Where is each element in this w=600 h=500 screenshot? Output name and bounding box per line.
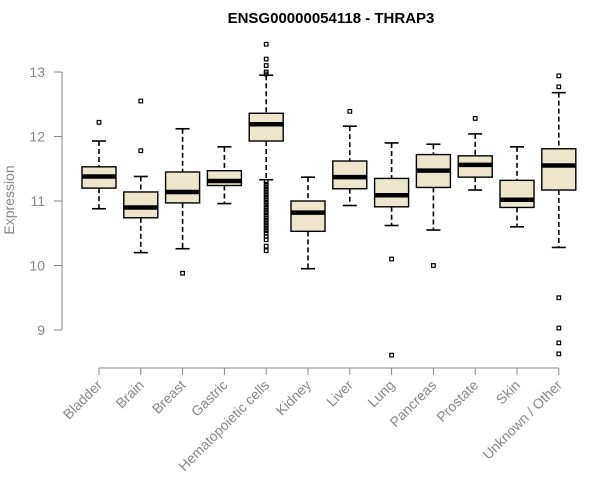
iqr-box <box>248 112 284 142</box>
box-group <box>164 127 201 276</box>
outlier-point <box>263 223 269 228</box>
x-tick-label: Kidney <box>273 377 315 419</box>
box-group <box>373 142 410 358</box>
boxes <box>81 41 577 358</box>
x-tick-label: Brain <box>112 377 146 411</box>
outlier-point <box>263 217 269 223</box>
outlier-point <box>263 205 269 210</box>
box-group <box>248 41 284 254</box>
y-tick-label: 10 <box>29 258 45 274</box>
box-group <box>206 146 243 205</box>
box-group <box>81 119 117 210</box>
outlier-point <box>263 181 269 187</box>
outlier-point <box>263 184 269 190</box>
outlier-point <box>263 228 269 234</box>
box-group <box>541 73 577 357</box>
outlier-point <box>263 220 269 226</box>
outlier-point <box>556 351 562 357</box>
x-tick-label: Lung <box>364 377 397 410</box>
box-group <box>457 116 493 191</box>
box-group <box>290 176 326 270</box>
outlier-point <box>263 194 269 200</box>
outlier-point <box>389 256 394 262</box>
box-group <box>415 143 452 268</box>
chart-title: ENSG00000054118 - THRAP3 <box>228 10 435 27</box>
y-tick-label: 12 <box>29 129 45 145</box>
box-group <box>123 98 159 254</box>
outlier-point <box>263 199 269 205</box>
outlier-point <box>263 41 269 47</box>
iqr-box <box>123 191 159 219</box>
box-group <box>332 108 368 207</box>
outlier-point <box>556 73 562 79</box>
outlier-point <box>263 197 269 203</box>
x-tick-label: Liver <box>323 377 356 410</box>
y-tick-label: 9 <box>37 322 45 338</box>
x-tick-label: Prostate <box>433 377 481 425</box>
outlier-point <box>556 340 562 346</box>
outlier-point <box>556 295 562 301</box>
iqr-box <box>164 171 201 204</box>
outlier-point <box>347 108 353 114</box>
y-tick-label: 13 <box>29 64 45 80</box>
iqr-box <box>290 200 326 233</box>
outlier-point <box>138 98 144 104</box>
outlier-point <box>263 63 269 68</box>
outlier-point <box>96 119 102 125</box>
iqr-box <box>499 179 535 209</box>
x-tick-label: Skin <box>493 377 524 408</box>
outlier-point <box>472 116 478 121</box>
iqr-box <box>332 160 368 190</box>
outlier-point <box>263 243 269 249</box>
outlier-point <box>263 237 269 243</box>
outlier-point <box>263 186 269 192</box>
outlier-point <box>263 215 269 221</box>
y-axis-label: Expression <box>1 165 17 234</box>
outlier-point <box>263 212 269 218</box>
outlier-point <box>180 270 186 276</box>
outlier-point <box>556 325 562 331</box>
iqr-box <box>373 177 410 208</box>
outlier-point <box>263 225 269 231</box>
box-group <box>499 146 535 228</box>
outlier-point <box>263 71 269 77</box>
iqr-box <box>206 169 243 187</box>
outlier-point <box>263 189 269 195</box>
outlier-point <box>263 56 269 62</box>
outlier-point <box>556 84 562 90</box>
outlier-point <box>138 148 144 154</box>
outlier-point <box>263 210 269 216</box>
x-tick-label: Bladder <box>60 377 106 423</box>
outlier-point <box>263 248 269 254</box>
x-tick-label: Breast <box>149 377 189 417</box>
y-tick-label: 11 <box>30 193 45 209</box>
iqr-box <box>541 148 577 191</box>
x-tick-label: Unknown / Other <box>479 377 565 463</box>
outlier-point <box>389 352 394 358</box>
outlier-point <box>431 263 436 268</box>
outlier-point <box>263 207 269 213</box>
outlier-point <box>263 179 269 185</box>
outlier-point <box>263 192 269 197</box>
outlier-point <box>263 202 269 208</box>
